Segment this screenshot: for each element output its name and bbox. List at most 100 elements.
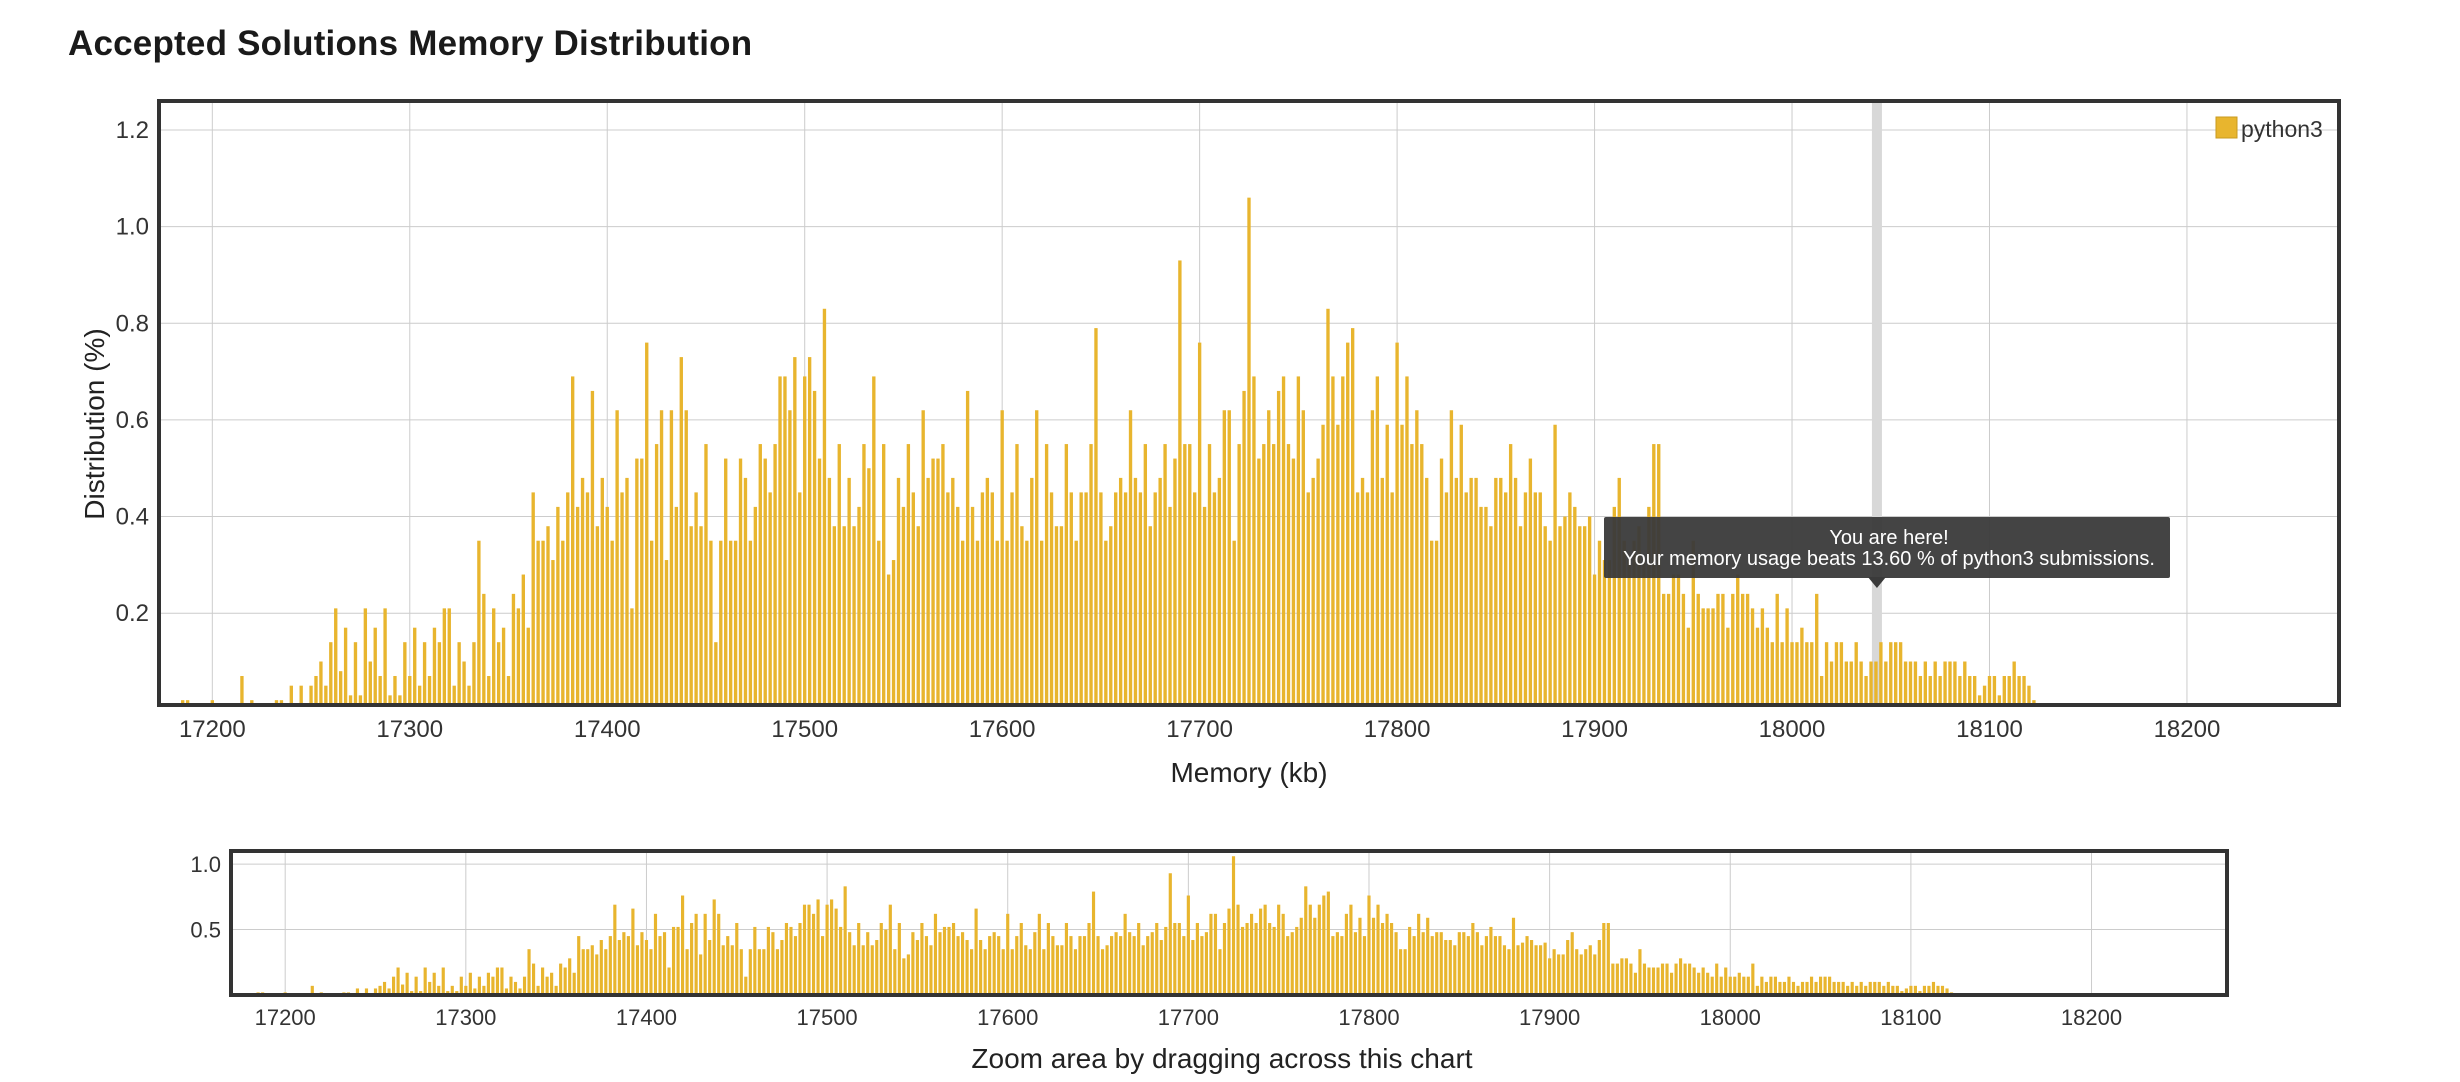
- nav-bar: [897, 923, 901, 995]
- nav-bar: [712, 899, 716, 995]
- bar: [1583, 526, 1587, 705]
- nav-x-tick-label: 18000: [1700, 1005, 1761, 1030]
- bar: [1035, 410, 1039, 705]
- nav-bar: [924, 936, 929, 995]
- nav-bar: [1204, 932, 1209, 995]
- bar: [1276, 390, 1281, 705]
- x-tick-label: 17400: [574, 716, 641, 743]
- nav-bar: [1457, 932, 1461, 995]
- bar: [882, 444, 886, 705]
- nav-bar: [1755, 985, 1759, 995]
- bar: [319, 661, 323, 705]
- bar: [1602, 560, 1607, 705]
- nav-bar: [545, 976, 549, 995]
- nav-bar: [1389, 923, 1394, 995]
- nav-bar: [947, 926, 951, 995]
- bar: [1054, 526, 1059, 705]
- bar: [1647, 506, 1651, 705]
- nav-bar: [1448, 940, 1452, 995]
- nav-bar: [1782, 981, 1787, 995]
- bar: [427, 676, 432, 705]
- nav-bar: [1846, 985, 1850, 995]
- tooltip-pointer: [1867, 577, 1886, 588]
- bar: [1183, 444, 1187, 705]
- legend[interactable]: python3: [2215, 116, 2323, 142]
- bar: [1291, 458, 1296, 705]
- bar: [1933, 661, 1937, 705]
- tooltip-line2: Your memory usage beats 13.60 % of pytho…: [1623, 548, 2155, 570]
- nav-bar: [1746, 976, 1750, 995]
- bar: [1997, 695, 2002, 705]
- nav-bar: [753, 926, 757, 995]
- nav-bar: [965, 940, 969, 995]
- bar: [748, 540, 753, 705]
- nav-bar: [667, 967, 671, 995]
- bar: [699, 526, 703, 705]
- bar: [1770, 642, 1774, 705]
- nav-bar: [613, 904, 617, 995]
- nav-bar: [1299, 917, 1303, 995]
- bar: [324, 685, 328, 705]
- bar: [1632, 540, 1636, 705]
- nav-bar: [1724, 967, 1728, 995]
- nav-bar: [1511, 917, 1516, 995]
- nav-bar: [1096, 936, 1100, 995]
- legend-label-python3[interactable]: python3: [2241, 116, 2323, 142]
- nav-bar: [531, 963, 536, 995]
- nav-bar: [1484, 936, 1488, 995]
- bar: [575, 506, 580, 705]
- bar: [383, 608, 387, 705]
- bar: [1252, 376, 1256, 705]
- bar: [561, 540, 565, 705]
- bar: [1400, 424, 1404, 705]
- bar: [625, 477, 629, 705]
- bar: [348, 695, 353, 705]
- nav-bar: [459, 976, 463, 995]
- nav-bar: [577, 936, 581, 995]
- bar: [679, 357, 683, 705]
- bar: [1118, 477, 1123, 705]
- bar: [965, 390, 970, 705]
- main-chart[interactable]: 17200 17300 17400 17500 17600 17700 17800 17900…: [79, 99, 2341, 788]
- bar: [1819, 676, 1824, 705]
- bar: [980, 492, 985, 705]
- nav-bar: [1773, 976, 1777, 995]
- bar: [1755, 627, 1760, 705]
- bar: [363, 608, 368, 705]
- nav-bar: [378, 985, 382, 995]
- navigator-chart[interactable]: 17200 17300 17400 17500 17600 17700 17800 17900…: [190, 849, 2229, 1074]
- bar: [649, 540, 654, 705]
- nav-bar: [1629, 963, 1633, 995]
- nav-bar: [1403, 949, 1407, 995]
- nav-bar: [748, 949, 752, 995]
- nav-bar: [1737, 972, 1741, 995]
- nav-bar: [1475, 932, 1479, 995]
- nav-bar: [979, 940, 983, 995]
- nav-bar: [1340, 936, 1344, 995]
- nav-bar: [1082, 936, 1087, 995]
- nav-bar: [640, 932, 644, 995]
- nav-bar: [500, 967, 504, 995]
- nav-bar: [1710, 976, 1714, 995]
- bar: [334, 608, 338, 705]
- nav-bar: [1791, 981, 1796, 995]
- nav-bar: [1182, 936, 1186, 995]
- bar: [358, 695, 363, 705]
- nav-bar: [1272, 926, 1276, 995]
- nav-bar: [974, 908, 978, 995]
- bar: [1987, 676, 1992, 705]
- bar: [1884, 661, 1888, 705]
- nav-bar: [1024, 945, 1028, 995]
- bar: [1627, 560, 1631, 705]
- bar: [2007, 676, 2011, 705]
- bar: [1681, 593, 1686, 705]
- nav-bar: [1304, 886, 1308, 995]
- bar: [585, 492, 590, 705]
- bar: [877, 540, 881, 705]
- bar: [1661, 593, 1666, 705]
- nav-bar: [1651, 967, 1656, 995]
- bar: [314, 676, 318, 705]
- bar: [1943, 661, 1947, 705]
- bar: [1903, 661, 1908, 705]
- nav-bar: [1525, 936, 1529, 995]
